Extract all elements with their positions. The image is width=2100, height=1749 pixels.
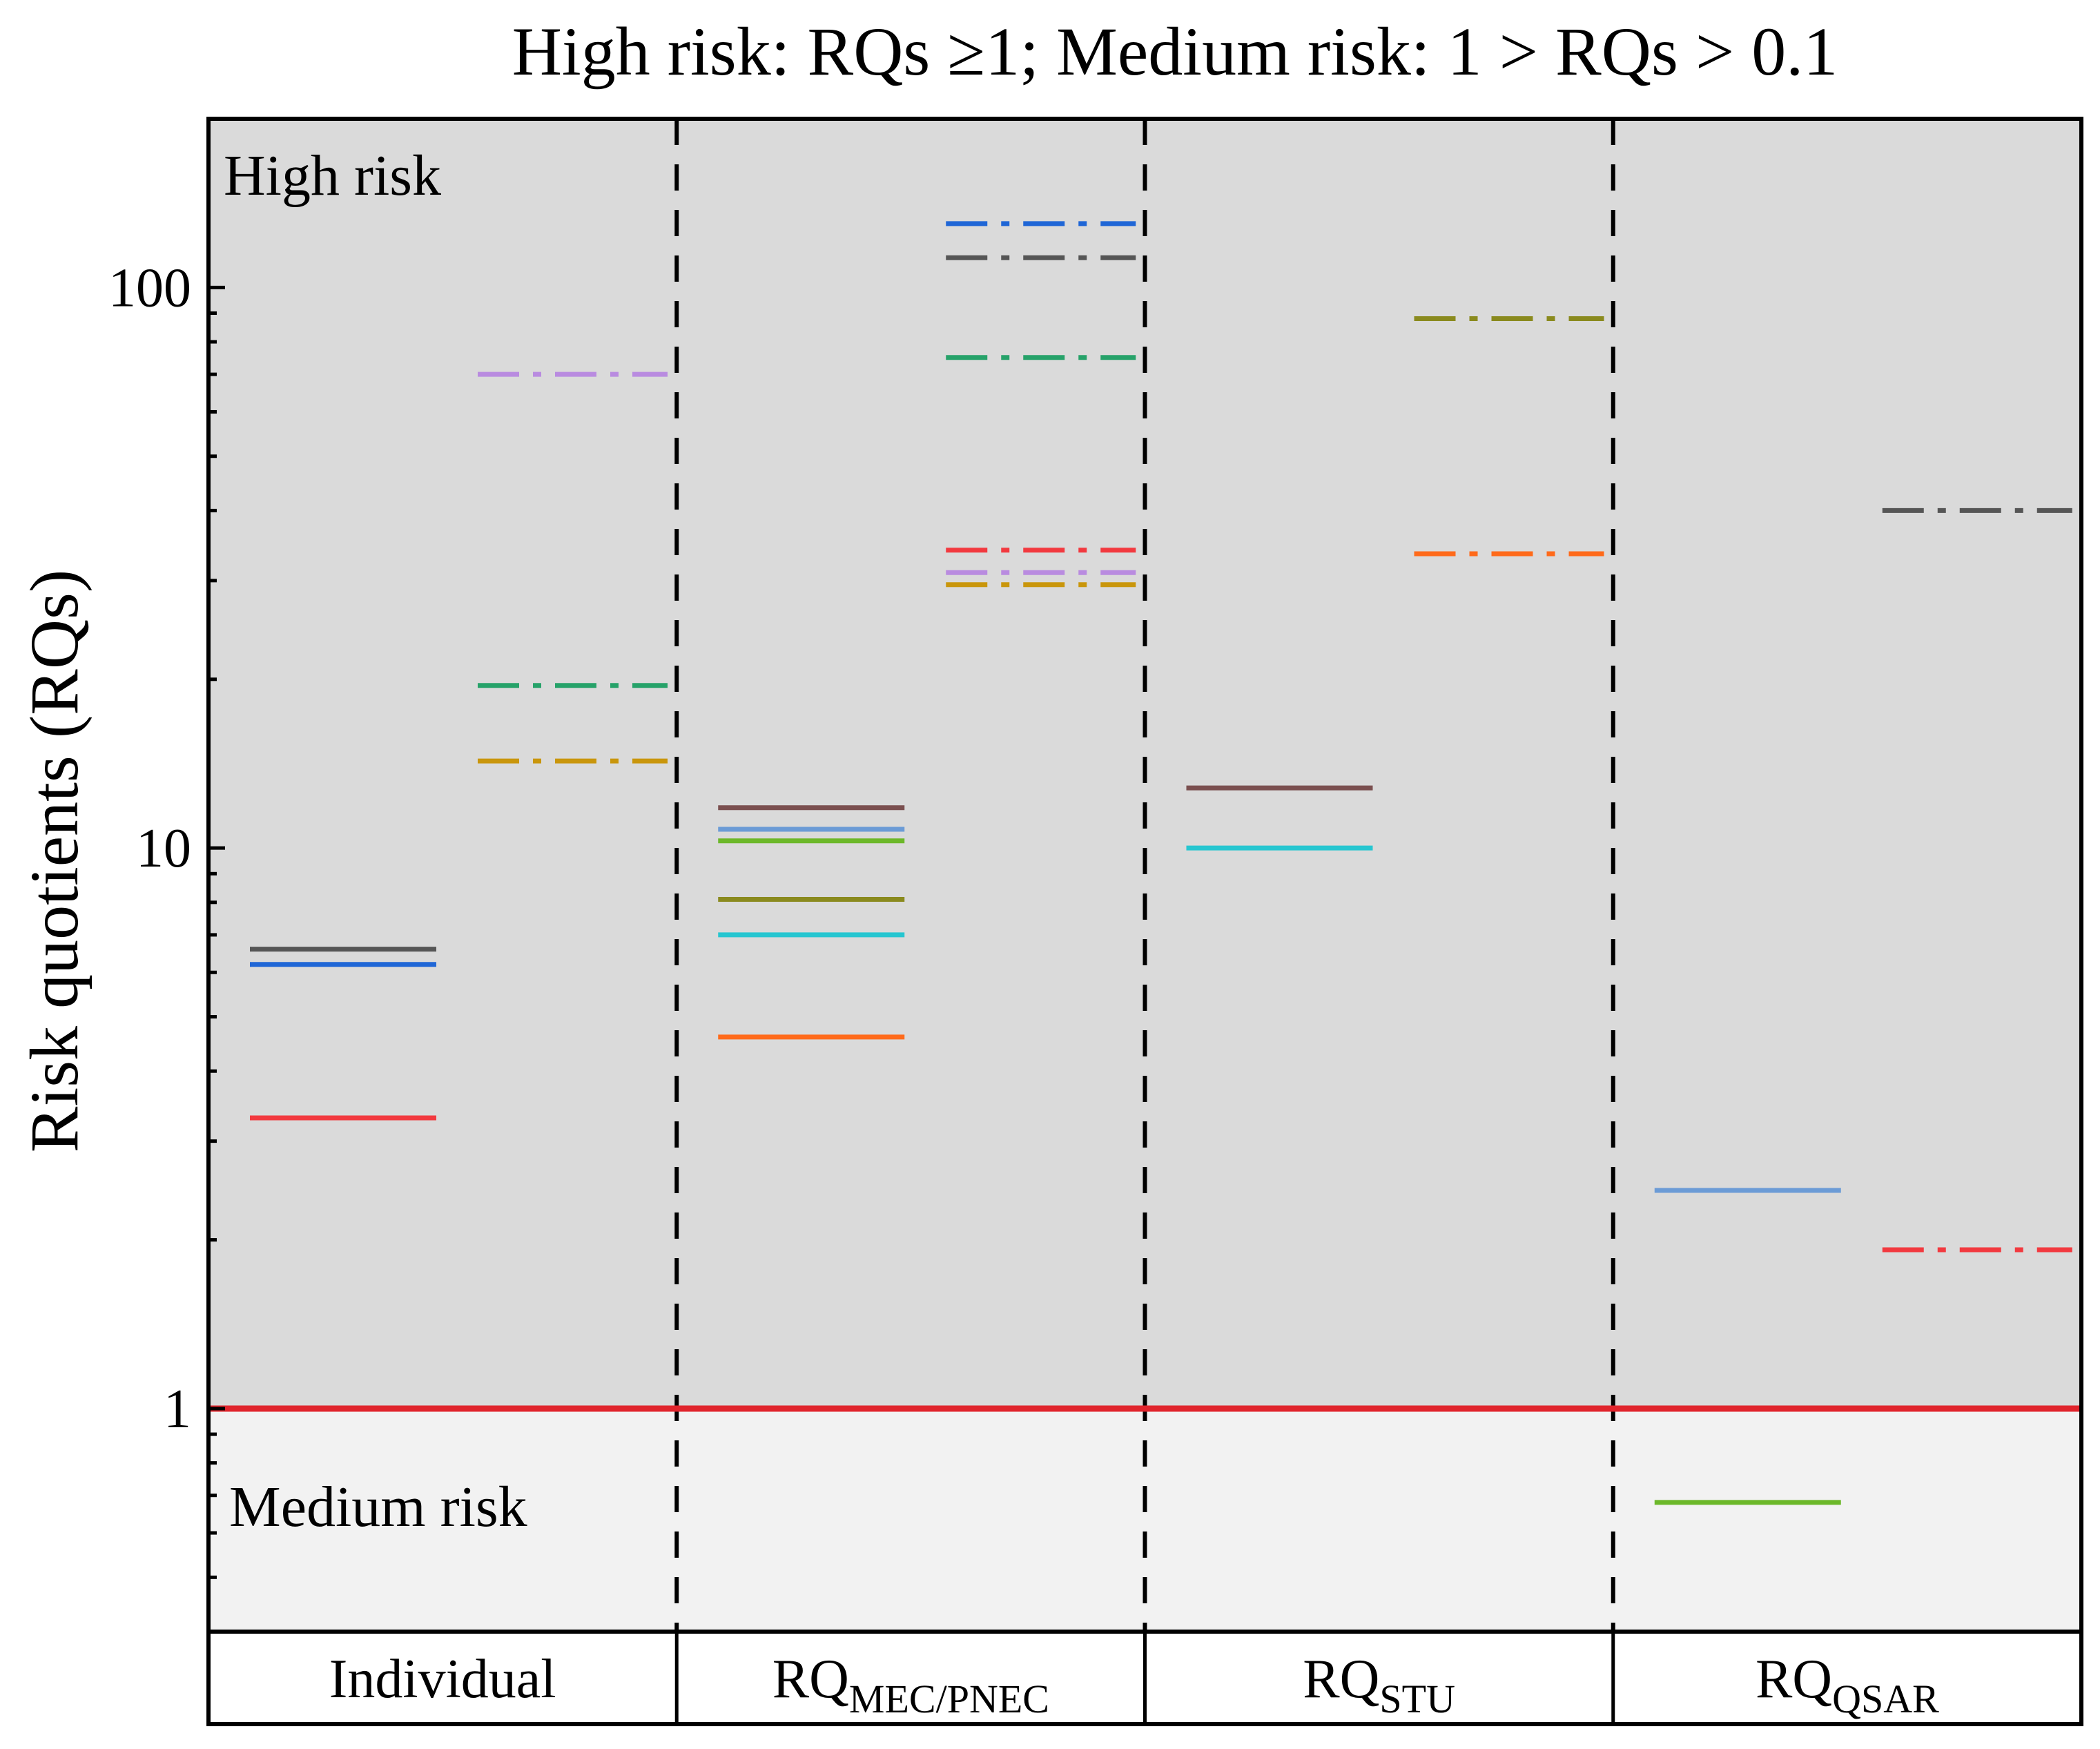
- zone-labels: High risk Medium risk: [224, 144, 527, 1539]
- y-tick-label: 100: [108, 258, 191, 318]
- group-label-2: RQMEC/PNEC: [772, 1649, 1049, 1721]
- y-tick-label: 10: [136, 818, 191, 879]
- series-lines: [250, 221, 2072, 1505]
- group-label-4: RQQSAR: [1756, 1649, 1939, 1721]
- group-label-3: RQSTU: [1303, 1649, 1455, 1721]
- medium-risk-label: Medium risk: [229, 1475, 527, 1539]
- group-dividers: [674, 119, 1615, 1632]
- high-risk-label: High risk: [224, 144, 441, 208]
- group-label-row: Individual RQMEC/PNEC RQSTU RQQSAR: [208, 1630, 2081, 1724]
- y-axis-ticks: 1 10 100: [108, 117, 225, 1634]
- group-label-1: Individual: [329, 1649, 556, 1710]
- risk-zones: [208, 119, 2081, 1632]
- y-tick-label: 1: [164, 1379, 191, 1440]
- y-axis-label: Risk quotients (RQs): [16, 570, 93, 1152]
- plot-frame: [206, 117, 2083, 1726]
- chart-title: High risk: RQs ≥1; Medium risk: 1 > RQs …: [512, 13, 1838, 90]
